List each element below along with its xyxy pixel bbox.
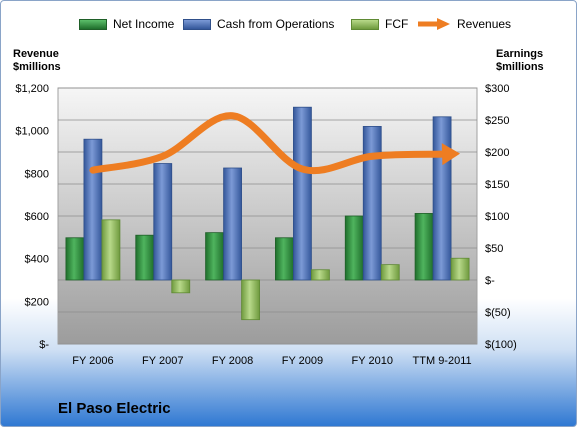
left-axis-ticks: $- $200 $400 $600 $800 $1,000 $1,200 (15, 83, 49, 351)
bar-fcf (380, 264, 400, 281)
left-axis-tick-label: $1,200 (15, 83, 49, 95)
revenues-point (372, 156, 373, 157)
x-axis-category-label: FY 2010 (352, 355, 393, 367)
bar-fcf (101, 219, 121, 281)
bar-net-income (275, 237, 294, 281)
left-axis-tick-label: $- (39, 339, 49, 351)
bar-net-income (344, 215, 364, 281)
bar-fcf (241, 279, 260, 321)
bar-net-income (414, 213, 434, 281)
x-axis-category-label: TTM 9-2011 (413, 355, 472, 367)
legend-swatch-net-income (79, 18, 107, 30)
company-title: El Paso Electric (58, 400, 171, 417)
legend-label: Revenues (457, 17, 512, 31)
left-axis-title-line1: Revenue (13, 48, 59, 60)
legend-item-revenues: Revenues (417, 17, 511, 31)
legend-arrow-icon (418, 18, 450, 30)
x-axis-ticks: FY 2006 FY 2007 FY 2008 FY 2009 FY 2010 TTM 9… (72, 355, 471, 367)
revenues-point (232, 115, 233, 116)
right-axis-tick-label: $150 (485, 179, 509, 191)
legend-label: Net Income (113, 17, 175, 31)
revenues-arrowhead (441, 143, 461, 166)
x-axis-category-label: FY 2007 (142, 355, 183, 367)
bar-cash-from-operations (153, 163, 173, 281)
legend-item-net-income: Net Income (79, 17, 174, 31)
right-axis-tick-label: $(100) (485, 339, 517, 351)
x-axis-category-label: FY 2006 (72, 355, 113, 367)
legend-item-cash-from-operations: Cash from Operations (183, 17, 334, 31)
right-axis-tick-label: $100 (485, 211, 509, 223)
bar-net-income (205, 232, 224, 281)
left-axis-tick-label: $200 (25, 296, 49, 308)
right-axis-tick-label: $(50) (485, 307, 511, 319)
bar-net-income (65, 237, 85, 281)
legend-swatch-cash-from-operations (183, 18, 211, 30)
legend-label: FCF (385, 17, 409, 31)
x-axis-category-label: FY 2009 (282, 355, 323, 367)
legend-label: Cash from Operations (217, 17, 335, 31)
revenues-point (92, 170, 93, 171)
right-axis-title-line2: $millions (496, 61, 544, 73)
legend-item-fcf: FCF (351, 17, 408, 31)
legend-swatch-fcf (351, 18, 379, 30)
revenues-point (302, 169, 303, 170)
left-axis-tick-label: $400 (25, 254, 49, 266)
right-axis-tick-label: $250 (485, 115, 509, 127)
bar-cash-from-operations (362, 126, 382, 281)
x-axis-category-label: FY 2008 (212, 355, 253, 367)
left-axis-tick-label: $800 (25, 168, 49, 180)
gridlines (58, 87, 477, 345)
revenues-point (162, 156, 163, 157)
revenues-line (89, 112, 446, 174)
chart-area: $- $200 $400 $600 $800 $1,000 $1,200 $(100) $(5… (13, 48, 544, 367)
bar-cash-from-operations (223, 167, 242, 281)
right-axis-ticks: $(100) $(50) $- $50 $100 $150 $200 $250 $300 (485, 83, 517, 351)
left-axis-title-line2: $millions (13, 61, 61, 73)
revenue-line (89, 112, 461, 174)
right-axis-tick-label: $50 (485, 243, 503, 255)
bar-net-income (135, 234, 155, 281)
bar-fcf (311, 269, 330, 281)
right-axis-title-line1: Earnings (496, 48, 543, 60)
bar-fcf (171, 279, 191, 294)
left-axis-tick-label: $1,000 (15, 126, 49, 138)
right-axis-tick-label: $300 (485, 83, 509, 95)
left-axis-tick-label: $600 (25, 211, 49, 223)
bar-cash-from-operations (432, 116, 452, 281)
right-axis-tick-label: $200 (485, 147, 509, 159)
bar-fcf (450, 257, 470, 281)
bar-cash-from-operations (83, 138, 103, 281)
right-axis-tick-label: $- (485, 275, 495, 287)
bar-cash-from-operations (293, 106, 312, 281)
revenues-point (442, 154, 443, 155)
